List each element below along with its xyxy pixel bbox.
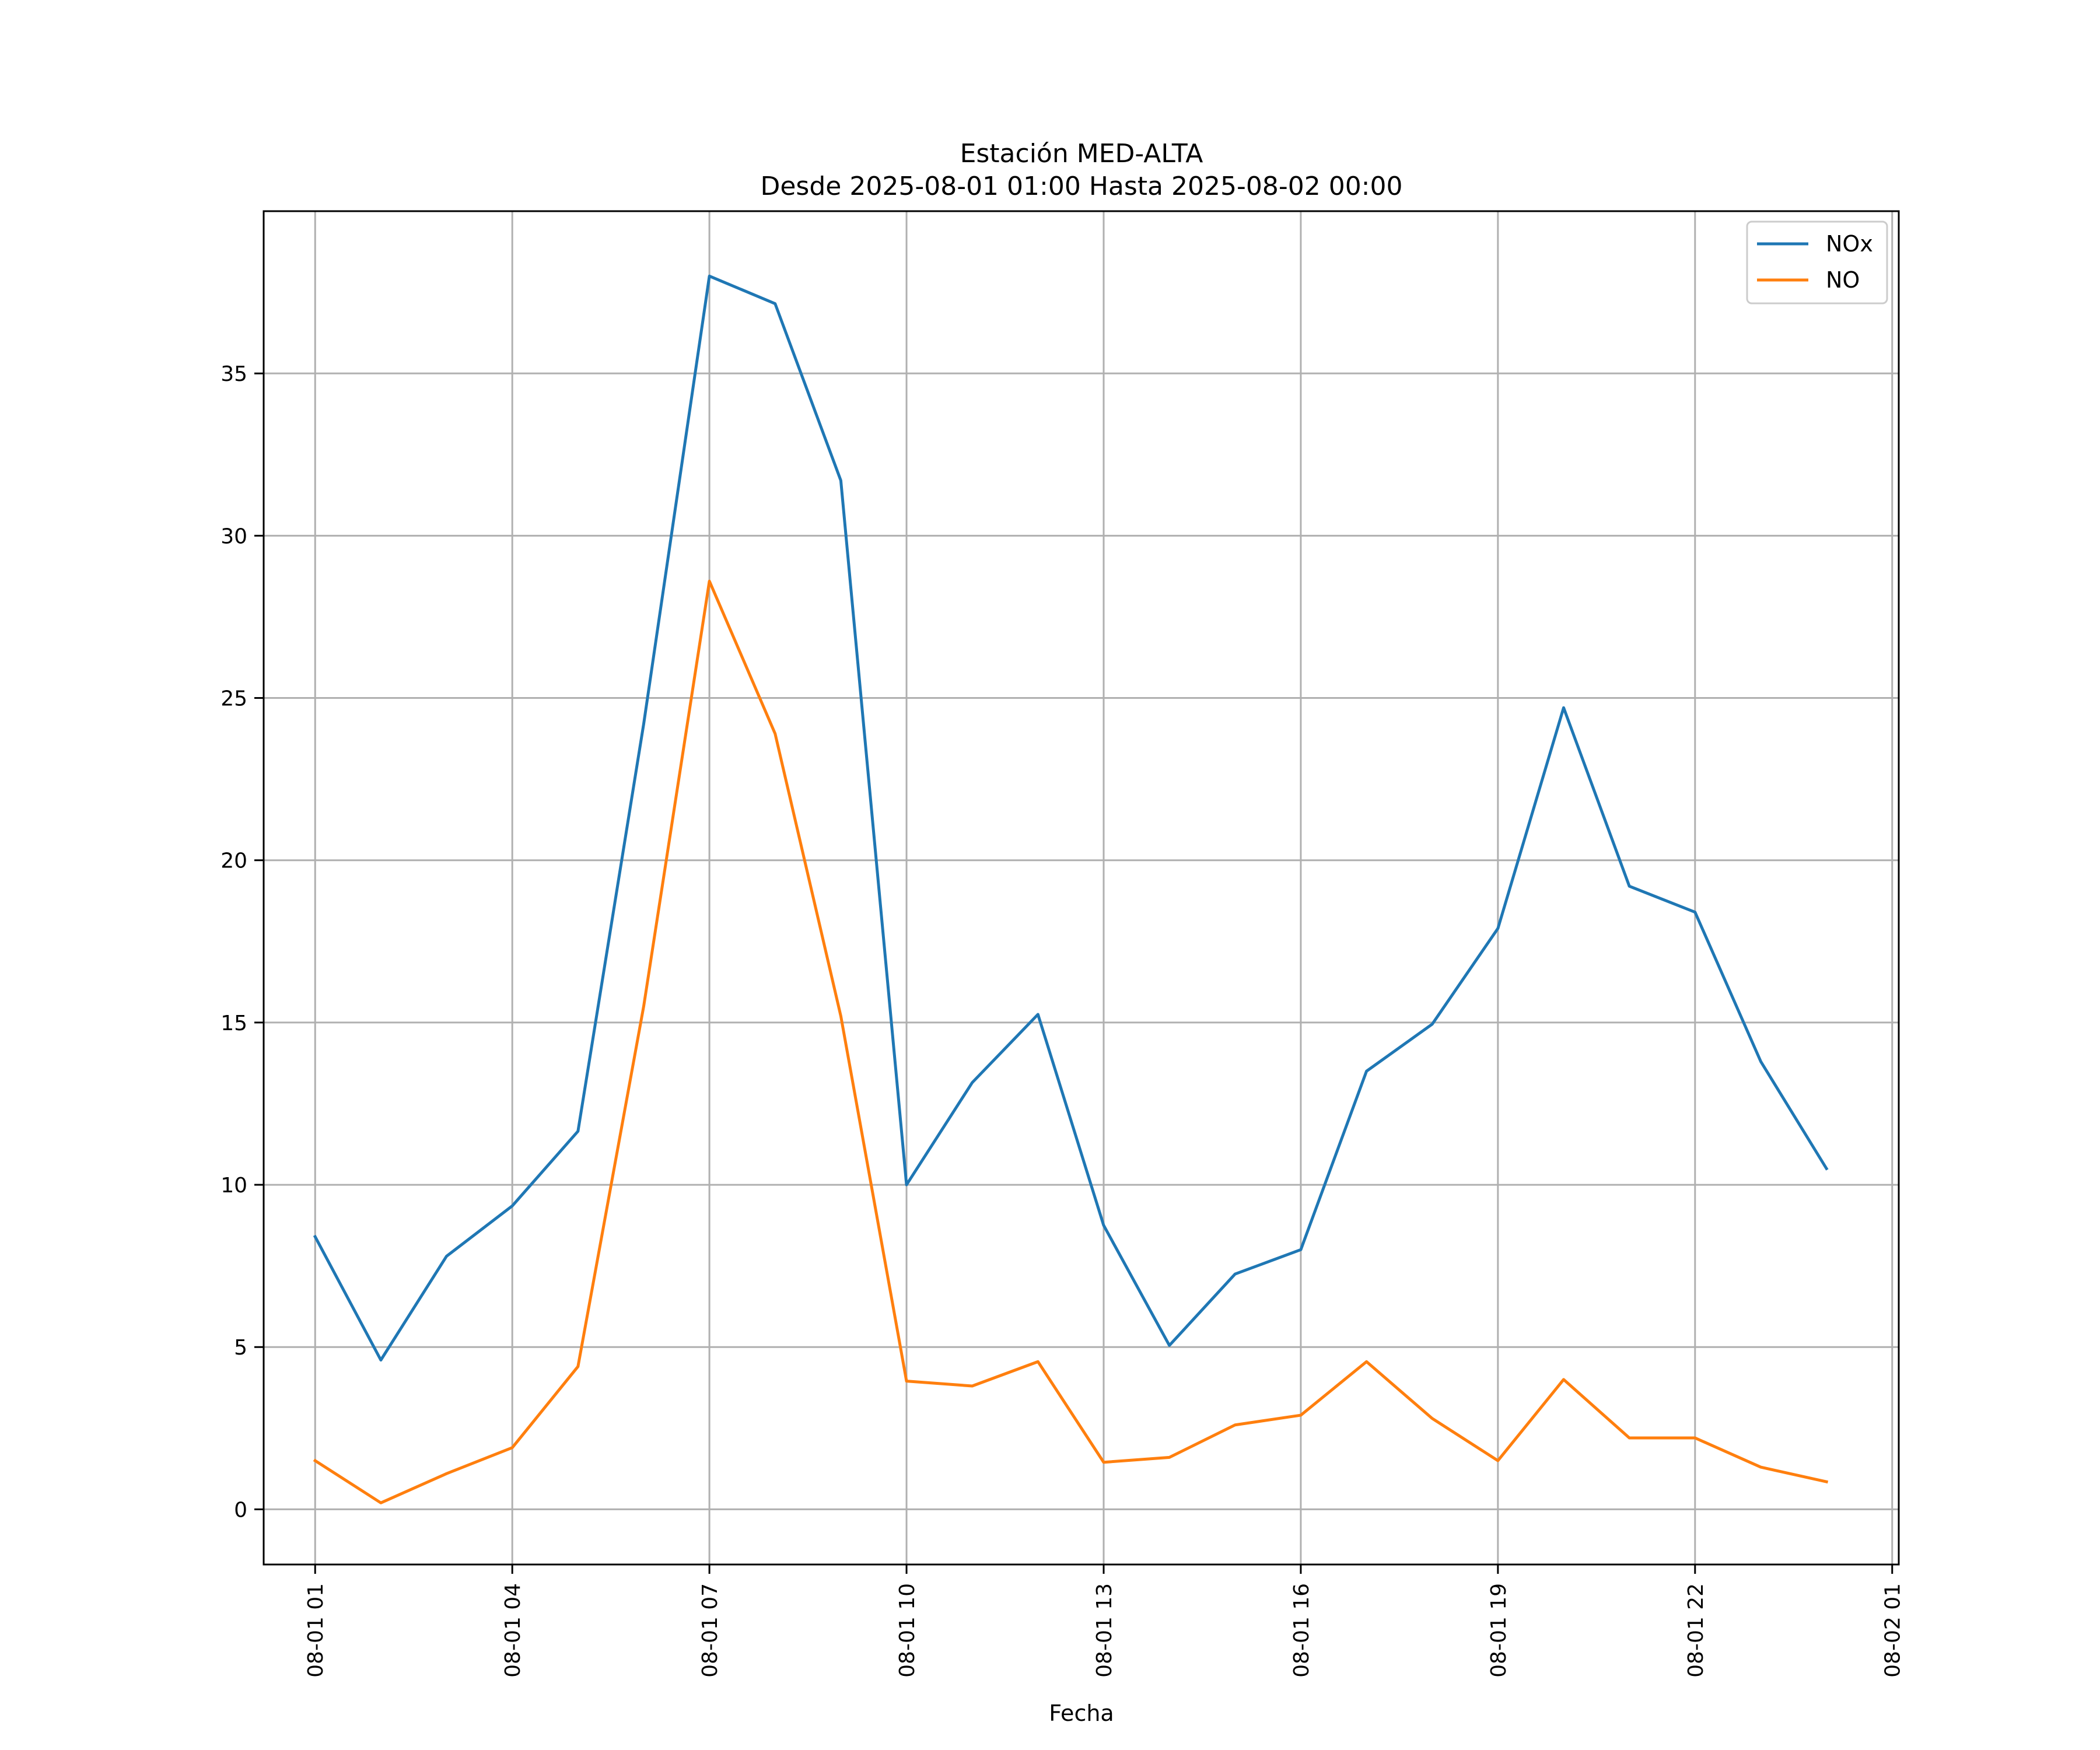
x-tick-label: 08-01 19 [1487,1583,1511,1678]
x-tick-label: 08-01 13 [1093,1583,1116,1678]
chart-title: Estación MED-ALTA [960,139,1203,169]
series-line-nox [313,274,1829,1362]
x-tick-label: 08-01 22 [1684,1583,1708,1678]
y-tick-label: 0 [234,1498,247,1522]
legend: NOx NO [1746,220,1888,304]
series-layer [313,274,1829,1504]
y-tick-label: 35 [220,362,247,386]
x-tick-label: 08-01 04 [501,1583,525,1678]
y-tick-label: 5 [234,1336,247,1360]
legend-box [1746,220,1888,304]
y-tick-label: 25 [220,687,247,711]
x-tick-label: 08-01 10 [895,1583,919,1678]
legend-label-nox: NOx [1826,231,1873,257]
x-tick-label: 08-01 01 [304,1583,328,1678]
x-axis-label: Fecha [1049,1700,1114,1726]
x-tick-label: 08-01 07 [698,1583,722,1678]
tick-layer: 08-01 01 08-01 04 08-01 07 08-01 10 08-01 13… [220,362,1905,1678]
y-tick-label: 30 [220,524,247,548]
x-tick-label: 08-02 01 [1881,1583,1905,1678]
grid-layer [264,211,1899,1564]
x-tick-label: 08-01 16 [1290,1583,1314,1678]
y-tick-label: 20 [220,849,247,873]
plot-frame [262,210,1900,1566]
legend-label-no: NO [1826,267,1860,293]
y-tick-label: 10 [220,1174,247,1198]
chart-subtitle: Desde 2025-08-01 01:00 Hasta 2025-08-02 … [760,172,1402,201]
series-line-no [313,579,1829,1504]
y-tick-label: 15 [220,1012,247,1035]
